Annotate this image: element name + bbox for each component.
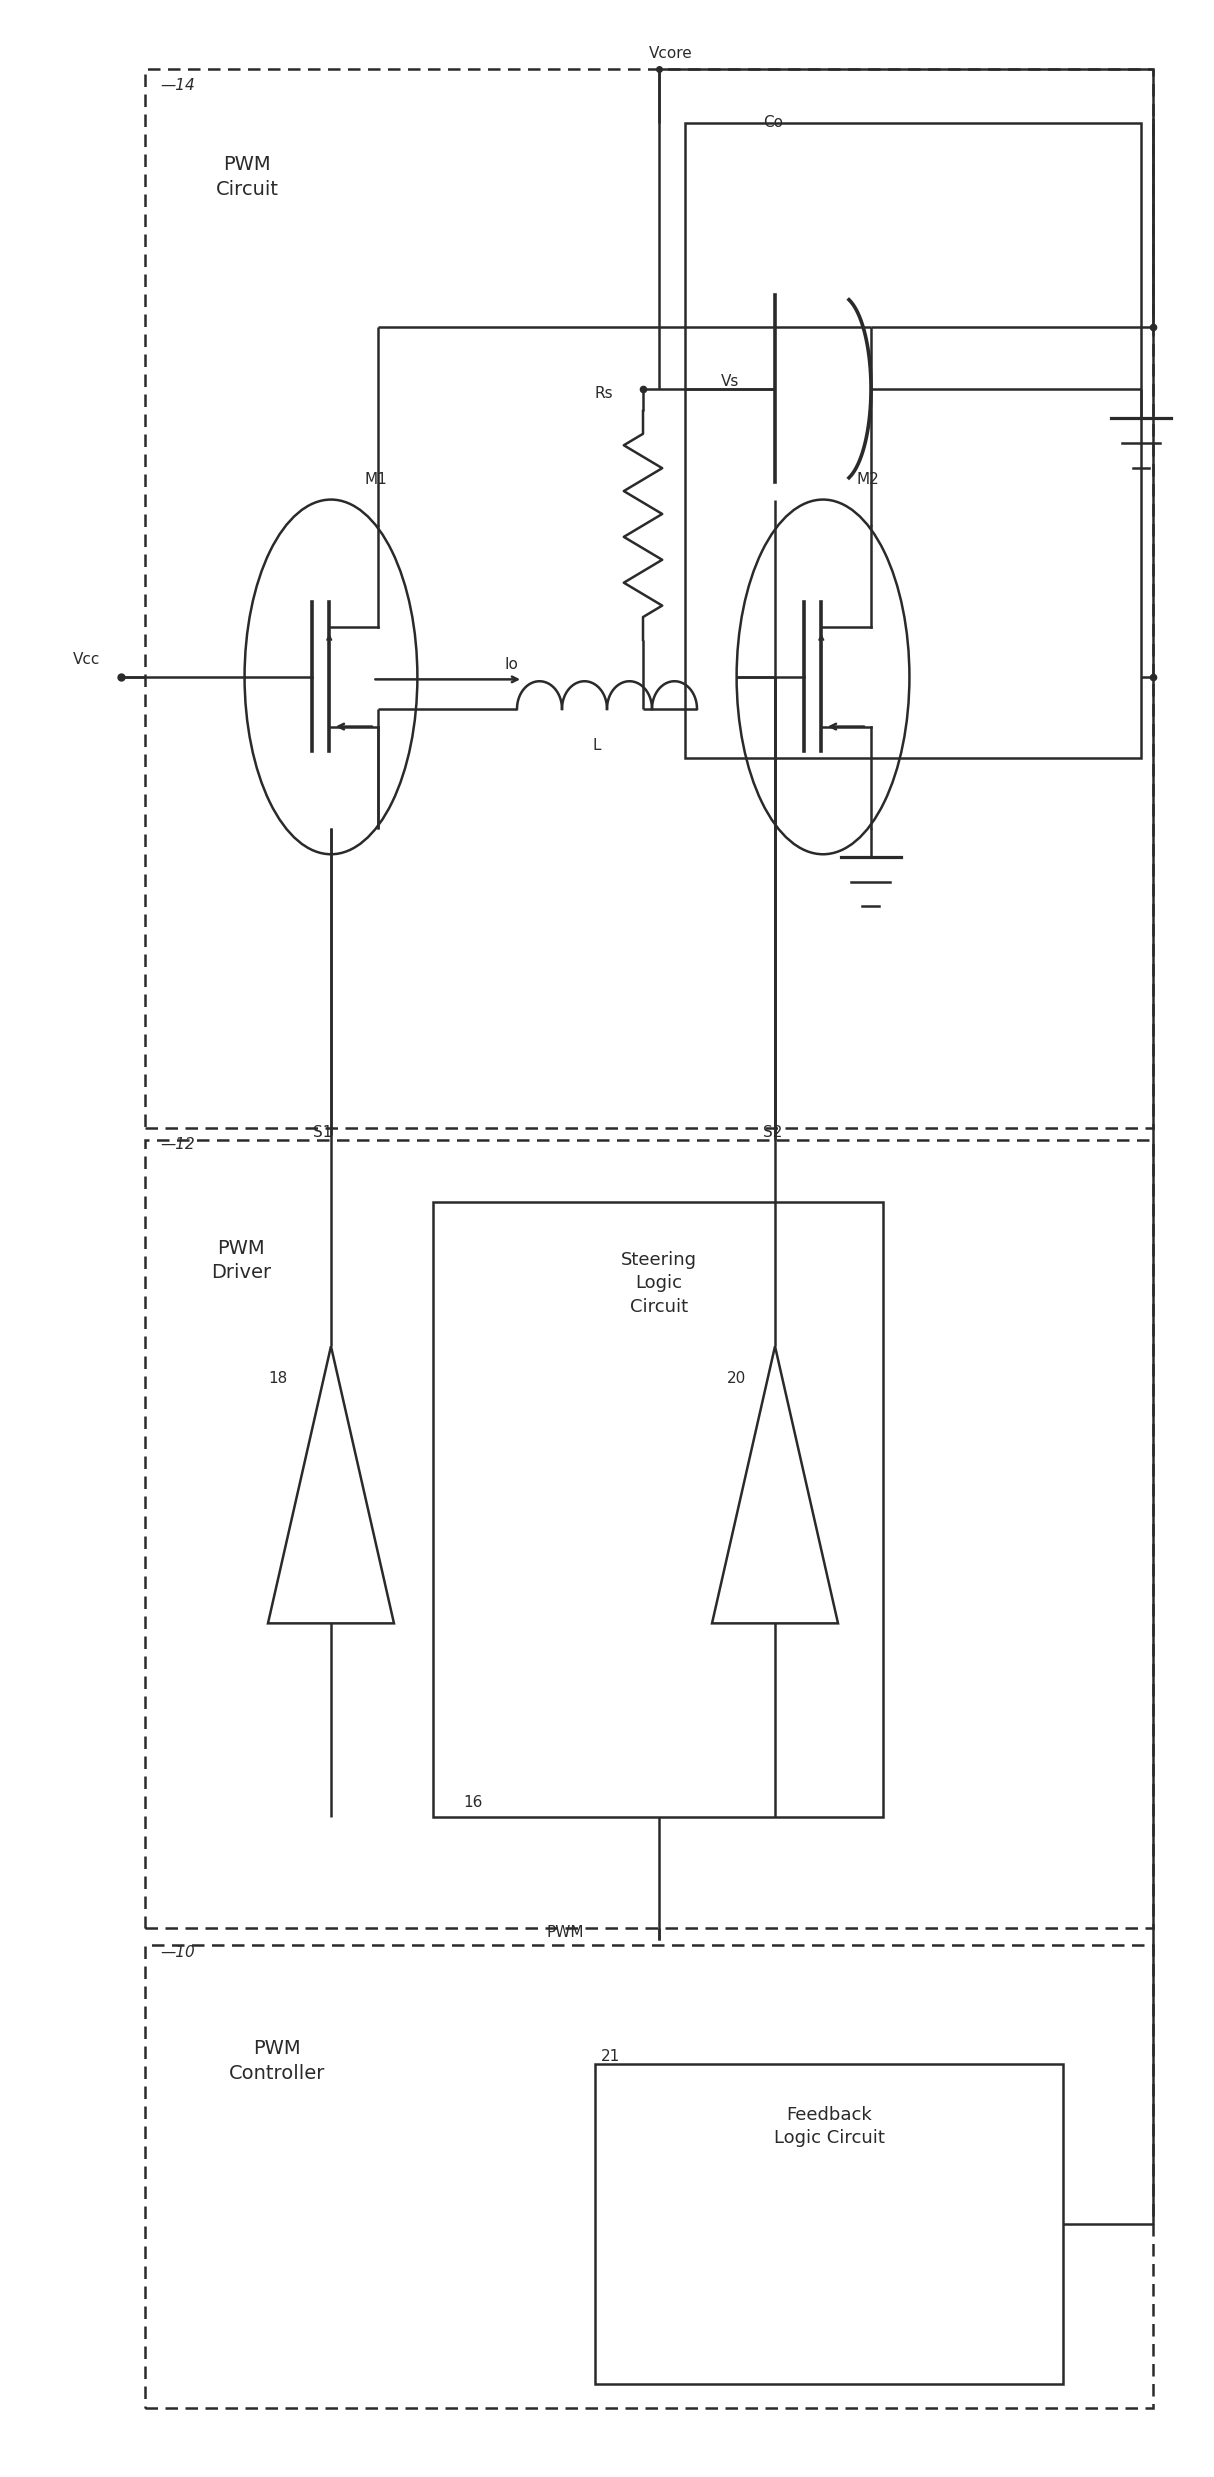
Text: Vs: Vs <box>721 374 739 389</box>
Text: M2: M2 <box>857 473 879 488</box>
Text: S1: S1 <box>313 1125 333 1139</box>
Bar <box>685 124 1141 758</box>
Text: S2: S2 <box>764 1125 782 1139</box>
Text: Vcc: Vcc <box>73 651 101 666</box>
Text: PWM
Driver: PWM Driver <box>211 1238 271 1283</box>
Text: 18: 18 <box>268 1372 288 1387</box>
Text: Rs: Rs <box>595 386 613 401</box>
Bar <box>433 1201 883 1818</box>
Text: M1: M1 <box>364 473 387 488</box>
Text: Vcore: Vcore <box>649 47 693 62</box>
Text: Steering
Logic
Circuit: Steering Logic Circuit <box>620 1251 697 1315</box>
Text: PWM: PWM <box>548 1925 584 1939</box>
Bar <box>144 1139 1153 1927</box>
Text: —10: —10 <box>160 1944 195 1959</box>
Text: Io: Io <box>505 656 518 671</box>
Text: Co: Co <box>764 114 783 131</box>
Text: —14: —14 <box>160 79 195 94</box>
Text: 16: 16 <box>463 1796 482 1811</box>
Text: Feedback
Logic Circuit: Feedback Logic Circuit <box>773 2105 885 2148</box>
Bar <box>144 69 1153 1127</box>
Text: —12: —12 <box>160 1137 195 1152</box>
Text: 20: 20 <box>727 1372 747 1387</box>
Bar <box>595 2063 1063 2383</box>
Text: PWM
Circuit: PWM Circuit <box>215 154 278 198</box>
Text: PWM
Controller: PWM Controller <box>228 2039 325 2083</box>
Text: L: L <box>592 738 601 753</box>
Bar <box>144 1944 1153 2408</box>
Text: 21: 21 <box>601 2048 620 2063</box>
